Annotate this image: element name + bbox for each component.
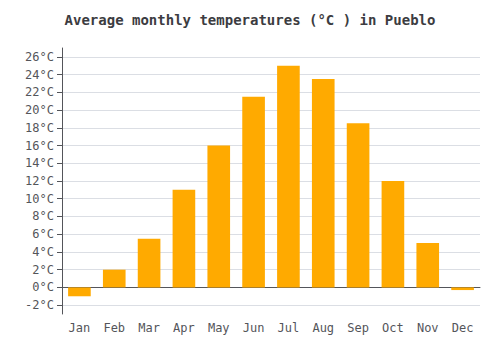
svg-text:16°C: 16°C: [25, 139, 54, 153]
svg-text:Aug: Aug: [312, 321, 334, 335]
svg-text:0°C: 0°C: [32, 280, 54, 294]
svg-text:Mar: Mar: [138, 321, 160, 335]
svg-text:Jan: Jan: [69, 321, 91, 335]
svg-text:Jul: Jul: [278, 321, 300, 335]
svg-text:Dec: Dec: [452, 321, 474, 335]
svg-text:Feb: Feb: [103, 321, 125, 335]
svg-text:Average monthly temperatures (: Average monthly temperatures (°C ) in Pu…: [65, 12, 436, 28]
svg-text:-2°C: -2°C: [25, 298, 54, 312]
svg-text:10°C: 10°C: [25, 192, 54, 206]
svg-text:Nov: Nov: [417, 321, 439, 335]
svg-text:Apr: Apr: [173, 321, 195, 335]
svg-text:24°C: 24°C: [25, 68, 54, 82]
svg-text:18°C: 18°C: [25, 121, 54, 135]
svg-text:May: May: [208, 321, 230, 335]
svg-text:12°C: 12°C: [25, 174, 54, 188]
svg-text:4°C: 4°C: [32, 245, 54, 259]
svg-text:Sep: Sep: [347, 321, 369, 335]
svg-text:26°C: 26°C: [25, 50, 54, 64]
svg-text:14°C: 14°C: [25, 156, 54, 170]
svg-text:20°C: 20°C: [25, 103, 54, 117]
svg-text:2°C: 2°C: [32, 263, 54, 277]
svg-text:Jun: Jun: [243, 321, 265, 335]
svg-text:22°C: 22°C: [25, 85, 54, 99]
svg-text:6°C: 6°C: [32, 227, 54, 241]
svg-text:8°C: 8°C: [32, 209, 54, 223]
svg-text:Oct: Oct: [382, 321, 404, 335]
